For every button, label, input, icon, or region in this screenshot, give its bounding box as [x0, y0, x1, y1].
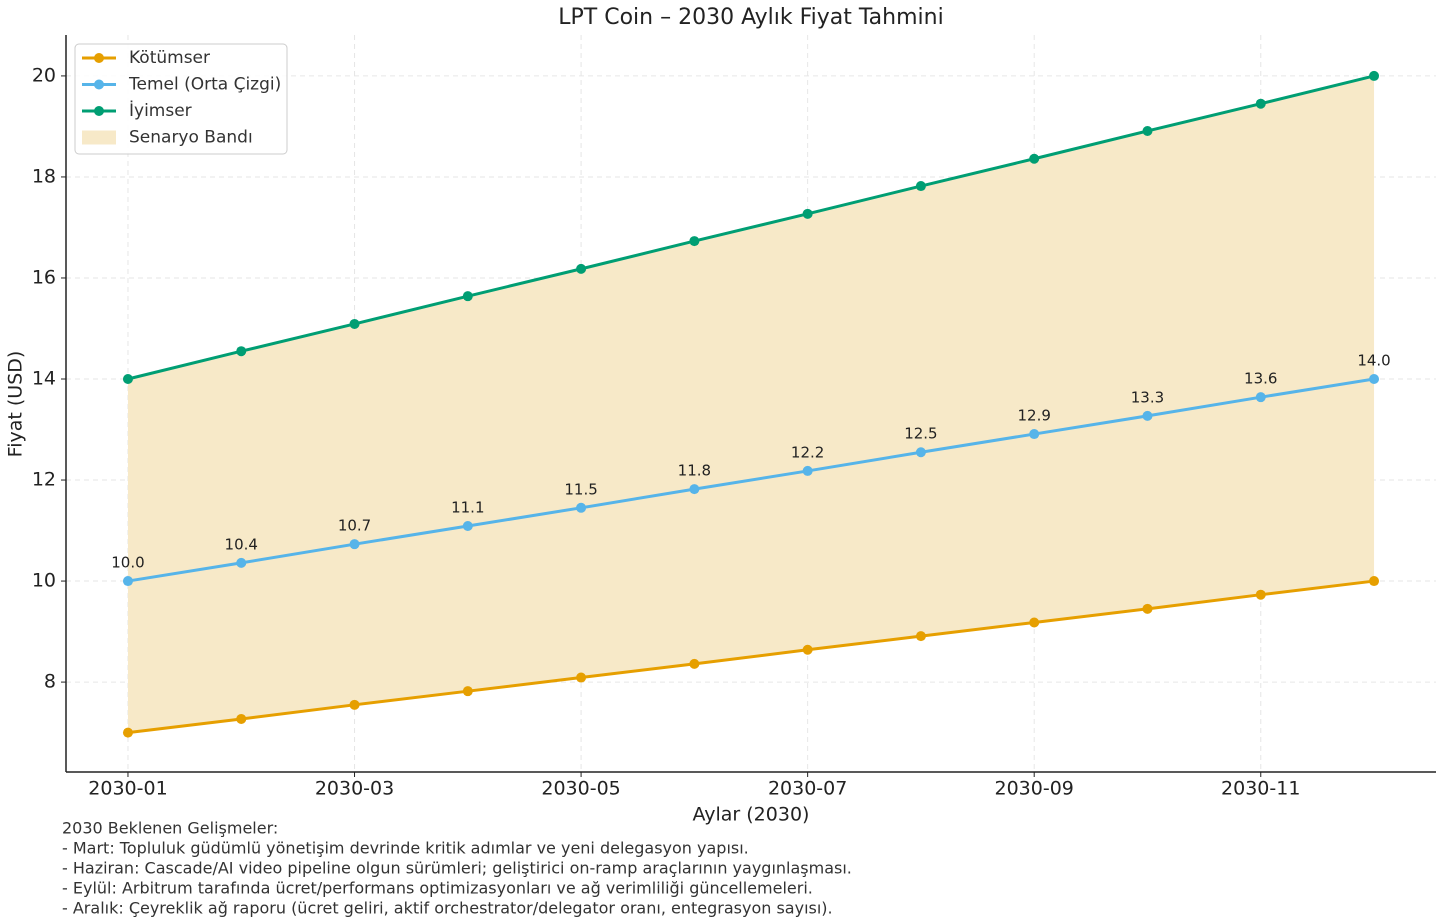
y-tick-label: 12 — [32, 469, 56, 491]
x-tick-label: 2030-11 — [1221, 778, 1300, 800]
legend-marker — [94, 79, 104, 90]
value-label: 12.5 — [904, 425, 937, 443]
data-point — [462, 686, 473, 697]
value-label: 12.9 — [1017, 407, 1050, 425]
data-point — [689, 236, 700, 247]
data-point — [1255, 98, 1266, 109]
data-point — [236, 346, 247, 357]
data-point — [122, 576, 133, 587]
data-point — [462, 520, 473, 531]
legend-label: Senaryo Bandı — [129, 128, 253, 148]
value-label: 11.8 — [678, 462, 711, 480]
data-point — [1029, 429, 1040, 440]
series-line — [127, 579, 1375, 735]
data-point — [236, 713, 247, 724]
value-label: 14.0 — [1357, 352, 1390, 370]
value-label: 10.4 — [225, 535, 258, 553]
y-axis-label: Fiyat (USD) — [5, 351, 27, 458]
x-tick-label: 2030-03 — [315, 778, 394, 800]
data-point — [1369, 576, 1380, 587]
value-label: 12.2 — [791, 443, 824, 461]
footnote-line: - Haziran: Cascade/AI video pipeline olg… — [62, 859, 852, 878]
data-point — [1369, 374, 1380, 385]
data-point — [689, 658, 700, 669]
y-tick-label: 20 — [32, 64, 56, 86]
data-point — [802, 465, 813, 476]
data-point — [1142, 603, 1153, 614]
value-label: 10.7 — [338, 517, 371, 535]
value-label: 13.6 — [1244, 370, 1277, 388]
x-tick-label: 2030-09 — [995, 778, 1074, 800]
legend-marker — [94, 106, 104, 116]
y-tick-label: 8 — [44, 671, 56, 693]
value-label: 11.5 — [564, 480, 597, 498]
footnote-title: 2030 Beklenen Gelişmeler: — [62, 819, 278, 838]
data-point — [802, 208, 813, 219]
data-point — [462, 291, 473, 302]
footnote-line: - Mart: Topluluk güdümlü yönetişim devri… — [62, 839, 749, 858]
data-point — [576, 502, 587, 513]
data-point — [1029, 153, 1040, 164]
legend: Kötümser Temel (Orta Çizgi) İyimser Senaryo… — [74, 43, 288, 155]
data-point — [236, 557, 247, 568]
data-point — [1029, 617, 1040, 628]
series-line — [127, 74, 1375, 381]
y-tick-label: 14 — [32, 368, 56, 390]
data-point — [1255, 589, 1266, 600]
legend-box — [74, 43, 288, 155]
data-point — [349, 539, 360, 550]
data-point — [122, 374, 133, 385]
x-tick-label: 2030-01 — [88, 778, 167, 800]
data-point — [576, 263, 587, 274]
data-point — [1142, 125, 1153, 136]
data-point — [1142, 410, 1153, 421]
x-axis-label: Aylar (2030) — [693, 804, 810, 826]
data-point — [1369, 70, 1380, 81]
footnote-line: - Eylül: Arbitrum tarafında ücret/perfor… — [62, 879, 813, 898]
footnote-line: - Aralık: Çeyreklik ağ raporu (ücret gel… — [62, 899, 833, 918]
data-point — [349, 318, 360, 329]
data-point — [915, 631, 926, 642]
legend-label: İyimser — [129, 100, 192, 121]
data-point — [915, 447, 926, 458]
value-label: 10.0 — [111, 554, 144, 572]
x-tick-label: 2030-05 — [541, 778, 620, 800]
legend-swatch — [82, 130, 116, 145]
chart-title: LPT Coin – 2030 Aylık Fiyat Tahmini — [558, 5, 943, 30]
data-point — [576, 672, 587, 683]
x-tick-label: 2030-07 — [768, 778, 847, 800]
y-tick-label: 16 — [32, 266, 56, 288]
data-point — [122, 727, 133, 738]
y-tick-label: 10 — [32, 570, 56, 592]
value-label: 13.3 — [1131, 388, 1164, 406]
y-tick-label: 18 — [32, 165, 56, 187]
data-point — [915, 181, 926, 192]
legend-label: Temel (Orta Çizgi) — [128, 75, 281, 95]
data-point — [802, 644, 813, 655]
legend-marker — [94, 53, 104, 63]
scenario-band — [127, 75, 1375, 733]
series-line — [127, 377, 1375, 583]
data-point — [689, 484, 700, 495]
value-label: 11.1 — [451, 498, 484, 516]
legend-label: Kötümser — [129, 48, 210, 68]
data-point — [1255, 392, 1266, 403]
data-point — [349, 699, 360, 710]
